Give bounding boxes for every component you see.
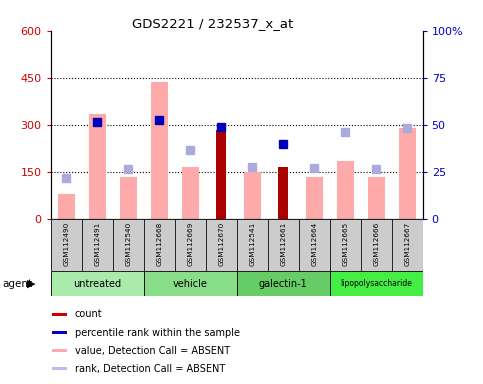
Text: percentile rank within the sample: percentile rank within the sample <box>75 328 240 338</box>
Bar <box>216 129 226 219</box>
Bar <box>237 271 330 296</box>
Bar <box>298 219 329 271</box>
Bar <box>392 219 423 271</box>
Text: untreated: untreated <box>73 278 121 289</box>
Text: vehicle: vehicle <box>173 278 208 289</box>
Bar <box>53 331 67 334</box>
Bar <box>51 271 144 296</box>
Text: GSM112667: GSM112667 <box>404 222 410 266</box>
Text: agent: agent <box>2 279 32 289</box>
Text: GSM112666: GSM112666 <box>373 222 379 266</box>
Bar <box>57 194 75 219</box>
Bar <box>398 128 416 219</box>
Text: lipopolysaccharide: lipopolysaccharide <box>340 279 412 288</box>
Bar <box>53 313 67 316</box>
Bar <box>51 219 82 271</box>
Text: GSM112664: GSM112664 <box>311 222 317 266</box>
Text: GSM112669: GSM112669 <box>187 222 193 266</box>
Text: GDS2221 / 232537_x_at: GDS2221 / 232537_x_at <box>132 17 293 30</box>
Text: GSM112668: GSM112668 <box>156 222 162 266</box>
Text: count: count <box>75 310 102 319</box>
Text: GSM112491: GSM112491 <box>94 222 100 266</box>
Bar <box>279 167 288 219</box>
Text: GSM112541: GSM112541 <box>249 222 255 266</box>
Bar <box>144 219 175 271</box>
Bar <box>268 219 298 271</box>
Bar <box>243 172 261 219</box>
Bar <box>89 114 106 219</box>
Text: GSM112661: GSM112661 <box>280 222 286 266</box>
Bar <box>306 177 323 219</box>
Bar <box>53 367 67 370</box>
Text: ▶: ▶ <box>27 279 35 289</box>
Text: rank, Detection Call = ABSENT: rank, Detection Call = ABSENT <box>75 364 225 374</box>
Bar <box>337 161 354 219</box>
Bar <box>151 83 168 219</box>
Bar <box>175 219 206 271</box>
Bar <box>144 271 237 296</box>
Bar <box>329 271 423 296</box>
Text: GSM112540: GSM112540 <box>125 222 131 266</box>
Text: GSM112490: GSM112490 <box>63 222 69 266</box>
Text: GSM112670: GSM112670 <box>218 222 224 266</box>
Bar <box>120 177 137 219</box>
Bar <box>237 219 268 271</box>
Bar <box>82 219 113 271</box>
Bar <box>329 219 361 271</box>
Text: value, Detection Call = ABSENT: value, Detection Call = ABSENT <box>75 346 230 356</box>
Bar <box>113 219 144 271</box>
Text: GSM112665: GSM112665 <box>342 222 348 266</box>
Text: galectin-1: galectin-1 <box>259 278 308 289</box>
Bar <box>53 349 67 352</box>
Bar <box>361 219 392 271</box>
Bar <box>182 167 199 219</box>
Bar <box>206 219 237 271</box>
Bar <box>368 177 384 219</box>
